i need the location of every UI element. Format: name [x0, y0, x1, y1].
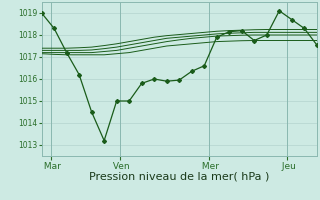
X-axis label: Pression niveau de la mer( hPa ): Pression niveau de la mer( hPa )	[89, 172, 269, 182]
